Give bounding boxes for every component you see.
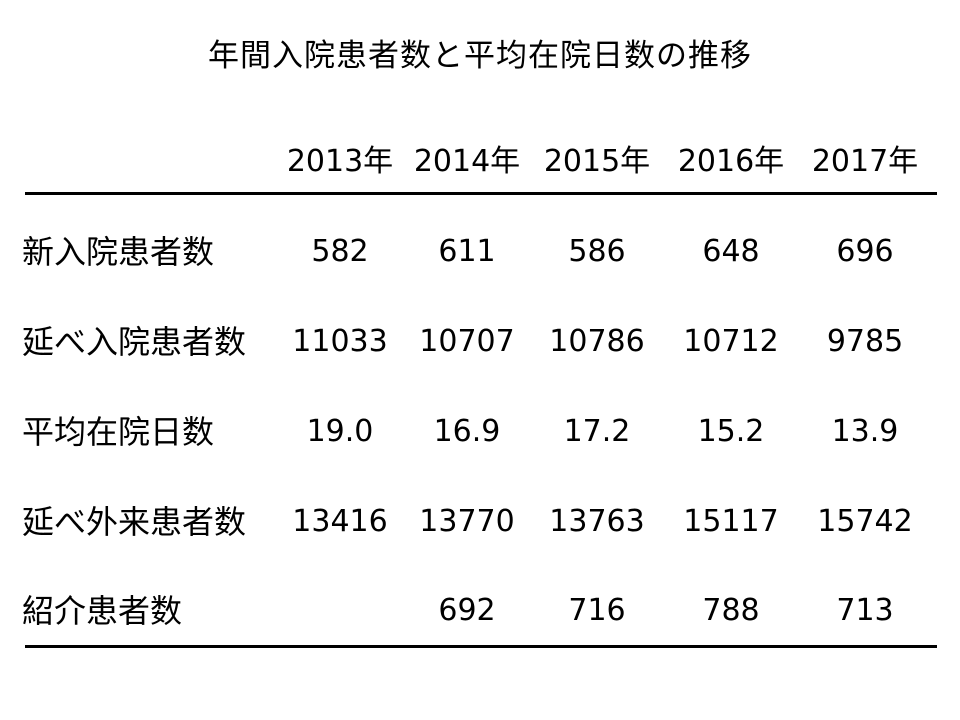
table-cell: 9785 [826, 324, 904, 359]
row-label: 新入院患者数 [22, 233, 215, 271]
table-cell: 788 [702, 593, 760, 628]
table-cell: 15742 [817, 504, 913, 539]
table-row-new-admissions: 新入院患者数 582 611 586 648 696 [0, 222, 960, 282]
year-header: 2015年 [543, 144, 651, 179]
table-cell: 10707 [419, 324, 515, 359]
table-top-rule [25, 192, 937, 195]
table-cell: 13763 [549, 504, 645, 539]
table-cell: 13416 [292, 504, 388, 539]
table-cell: 16.9 [433, 414, 501, 449]
year-header: 2016年 [677, 144, 785, 179]
table-cell: 17.2 [563, 414, 631, 449]
table-cell: 10712 [683, 324, 779, 359]
table-cell: 716 [568, 593, 626, 628]
table-cell: 13770 [419, 504, 515, 539]
table-cell: 11033 [292, 324, 388, 359]
table-cell: 10786 [549, 324, 645, 359]
table-row-total-outpatients: 延べ外来患者数 13416 13770 13763 15117 15742 [0, 492, 960, 552]
table-cell: 586 [568, 234, 626, 269]
table-cell: 696 [836, 234, 894, 269]
table-cell: 13.9 [831, 414, 899, 449]
table-cell: 19.0 [306, 414, 374, 449]
table-cell: 692 [438, 593, 496, 628]
table-row-total-inpatients: 延べ入院患者数 11033 10707 10786 10712 9785 [0, 312, 960, 372]
year-header: 2013年 [286, 144, 394, 179]
table-cell: 648 [702, 234, 760, 269]
row-label: 延べ入院患者数 [22, 323, 247, 361]
table-row-average-stay: 平均在院日数 19.0 16.9 17.2 15.2 13.9 [0, 402, 960, 462]
table-cell: 611 [438, 234, 496, 269]
year-header: 2017年 [811, 144, 919, 179]
table-row-referrals: 紹介患者数 692 716 788 713 [0, 581, 960, 641]
table-cell: 582 [311, 234, 369, 269]
table-header-row: 2013年 2014年 2015年 2016年 2017年 [0, 140, 960, 184]
row-label: 紹介患者数 [22, 592, 183, 630]
table-cell: 15.2 [697, 414, 765, 449]
table-bottom-rule [25, 645, 937, 648]
row-label: 延べ外来患者数 [22, 503, 247, 541]
row-label: 平均在院日数 [22, 413, 215, 451]
table-cell: 15117 [683, 504, 779, 539]
table-cell: 713 [836, 593, 894, 628]
year-header: 2014年 [413, 144, 521, 179]
slide-title: 年間入院患者数と平均在院日数の推移 [208, 38, 752, 74]
